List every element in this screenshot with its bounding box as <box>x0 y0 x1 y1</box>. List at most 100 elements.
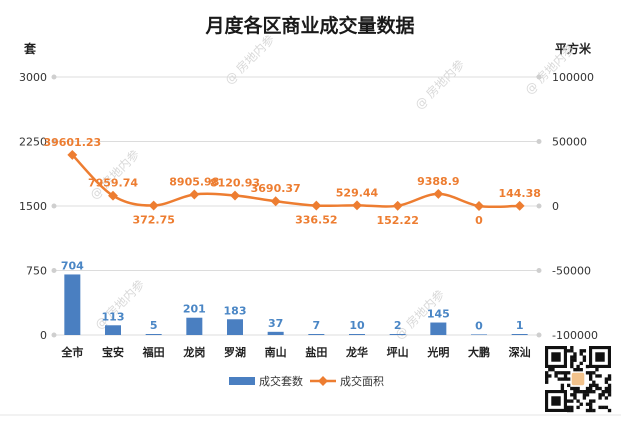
qr-module <box>592 408 596 413</box>
watermark-text: @ 房地内参 <box>412 56 468 112</box>
left-tick-dot <box>51 203 57 209</box>
qr-module <box>570 349 574 353</box>
qr-logo <box>571 372 585 386</box>
bar <box>389 334 406 335</box>
qr-module <box>595 374 599 378</box>
qr-module <box>595 368 599 372</box>
line-data-label: 152.22 <box>376 214 418 227</box>
qr-module <box>560 371 565 375</box>
right-tick-label: -100000 <box>552 329 598 342</box>
qr-module <box>579 349 583 353</box>
bar-data-label: 201 <box>183 303 206 316</box>
line-point <box>433 188 444 199</box>
qr-module <box>576 399 580 403</box>
line-data-label: 372.75 <box>132 214 174 227</box>
bar-series: 704 113 5 201 183 37 7 10 2 145 0 1 <box>61 259 528 335</box>
qr-module <box>567 399 571 403</box>
qr-module <box>573 352 577 356</box>
qr-module <box>557 371 561 375</box>
qr-module <box>589 374 593 378</box>
qr-module <box>545 374 549 378</box>
bar-data-label: 1 <box>516 319 524 332</box>
qr-module <box>579 361 583 366</box>
right-tick-dot <box>536 139 542 144</box>
left-tick-label: 2250 <box>19 136 47 149</box>
qr-module <box>545 377 549 381</box>
qr-module <box>598 386 602 391</box>
qr-module <box>570 364 574 369</box>
line-data-label: 7959.74 <box>88 177 138 190</box>
left-tick-dot <box>51 332 57 338</box>
category-label: 光明 <box>426 345 449 359</box>
qr-module <box>563 377 568 381</box>
category-label: 罗湖 <box>224 345 246 359</box>
left-tick-label: 3000 <box>19 71 47 84</box>
qr-module <box>570 393 574 397</box>
qr-finder-core <box>551 396 561 406</box>
right-tick-dot <box>536 268 542 273</box>
right-tick-label: 50000 <box>552 136 587 149</box>
category-label: 深汕 <box>509 345 531 359</box>
qr-module <box>570 386 574 391</box>
x-axis: 全市 宝安 福田 龙岗 罗湖 南山 盐田 龙华 坪山 光明 大鹏 深汕 <box>60 345 530 359</box>
qr-module <box>604 377 609 381</box>
qr-module <box>573 390 577 394</box>
qr-module <box>576 364 580 369</box>
bar <box>267 331 284 335</box>
bar-data-label: 5 <box>150 319 158 332</box>
qr-module <box>545 380 549 384</box>
qr-module <box>579 390 583 394</box>
qr-module <box>548 368 552 372</box>
qr-module <box>601 393 605 397</box>
category-label: 宝安 <box>102 345 124 359</box>
qr-module <box>589 371 593 375</box>
gridlines <box>52 76 540 336</box>
category-label: 盐田 <box>305 345 327 359</box>
qr-module <box>607 386 612 391</box>
qr-module <box>585 364 590 369</box>
category-label: 龙岗 <box>182 345 205 359</box>
qr-module <box>573 396 577 400</box>
bar-data-label: 2 <box>394 319 402 332</box>
qr-module <box>592 383 596 388</box>
qr-module <box>560 386 565 391</box>
qr-module <box>573 358 577 362</box>
qr-module <box>607 377 612 381</box>
qr-module <box>573 355 577 359</box>
bar-data-label: 0 <box>475 319 483 332</box>
line-data-label: 9388.9 <box>417 175 459 188</box>
qr-module <box>598 405 602 410</box>
qr-module <box>592 371 596 375</box>
qr-module <box>576 386 580 391</box>
right-tick-label: 100000 <box>552 71 594 84</box>
line-series: 39601.23 7959.74 372.75 8905.988120.933690.… <box>43 136 540 227</box>
qr-module <box>585 386 590 391</box>
qr-module <box>576 368 580 372</box>
category-label: 全市 <box>60 345 83 359</box>
qr-module <box>573 368 577 372</box>
left-tick-dot <box>51 74 57 80</box>
qr-module <box>604 390 609 394</box>
qr-module <box>573 393 577 397</box>
qr-module <box>567 349 571 353</box>
bar <box>308 334 325 335</box>
bar-data-label: 37 <box>268 317 283 330</box>
qr-module <box>607 383 612 388</box>
qr-module <box>567 405 571 410</box>
watermark-text: @ 房地内参 <box>92 276 148 332</box>
category-label: 南山 <box>265 345 287 359</box>
qr-module <box>585 402 590 406</box>
qr-module <box>585 371 590 375</box>
category-label: 福田 <box>142 345 165 359</box>
qr-module <box>582 393 587 397</box>
line-data-label: 8120.93 <box>210 177 260 190</box>
bar-data-label: 10 <box>349 319 365 332</box>
qr-module <box>607 408 612 413</box>
qr-module <box>570 346 574 350</box>
qr-module <box>601 390 605 394</box>
line-point <box>189 189 200 200</box>
qr-module <box>563 374 568 378</box>
line-point <box>148 200 159 211</box>
qr-module <box>570 405 574 410</box>
